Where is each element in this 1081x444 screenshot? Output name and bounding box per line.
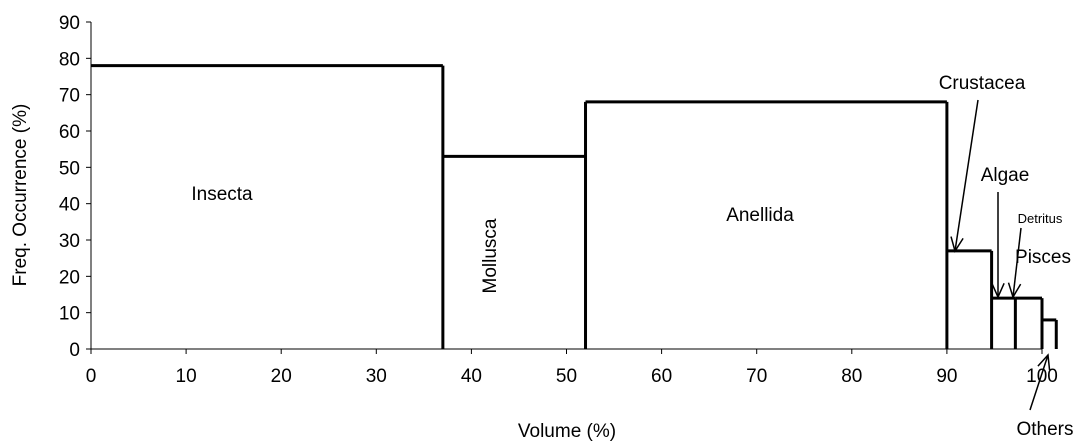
category-label-detritus: Detritus — [1018, 211, 1063, 226]
x-tick-label: 30 — [366, 366, 387, 387]
detritus-arrow — [1012, 227, 1022, 298]
y-tick-label: 50 — [59, 158, 80, 179]
category-label-crustacea: Crustacea — [939, 73, 1026, 94]
category-label-mollusca: Mollusca — [480, 218, 501, 293]
x-tick-label: 0 — [86, 366, 97, 387]
y-tick-label: 20 — [59, 267, 80, 288]
y-axis-title: Freq. Occurrence (%) — [10, 104, 31, 287]
crustacea-arrow-head — [950, 236, 964, 253]
x-tick-label: 40 — [461, 366, 482, 387]
others-arrow — [1029, 354, 1049, 411]
x-tick-label: 60 — [651, 366, 672, 387]
algae-arrow-head — [991, 282, 1005, 299]
y-tick-label: 10 — [59, 304, 80, 325]
x-tick-label: 100 — [1026, 366, 1058, 387]
y-tick-label: 60 — [59, 122, 80, 143]
category-labels: Insecta Mollusca Anellida Crustacea Algae Det… — [191, 73, 1073, 440]
y-tick-label: 90 — [59, 13, 80, 34]
x-axis-title: Volume (%) — [518, 421, 616, 442]
x-tick-label: 70 — [746, 366, 767, 387]
category-label-pisces: Pisces — [1015, 247, 1071, 268]
x-tick-label: 90 — [936, 366, 957, 387]
category-label-insecta: Insecta — [191, 184, 253, 205]
y-tick-label: 80 — [59, 49, 80, 70]
detritus-arrow-head — [1007, 282, 1022, 299]
x-tick-label: 20 — [271, 366, 292, 387]
y-tick-label: 70 — [59, 86, 80, 107]
x-tick-label: 10 — [176, 366, 197, 387]
category-label-others: Others — [1016, 419, 1073, 440]
y-tick-label: 0 — [69, 340, 80, 361]
others-arrow-head — [1037, 353, 1051, 370]
x-tick-label: 50 — [556, 366, 577, 387]
category-label-anellida: Anellida — [726, 205, 794, 226]
category-label-algae: Algae — [981, 165, 1030, 186]
y-tick-label: 30 — [59, 231, 80, 252]
y-axis-ticks: 0 10 20 30 40 50 60 70 80 90 — [59, 13, 91, 361]
x-tick-label: 80 — [841, 366, 862, 387]
x-axis-ticks: 0 10 20 30 40 50 60 70 80 90 100 — [86, 349, 1058, 387]
crustacea-arrow — [954, 99, 979, 252]
y-tick-label: 40 — [59, 195, 80, 216]
step-series — [91, 64, 1058, 349]
